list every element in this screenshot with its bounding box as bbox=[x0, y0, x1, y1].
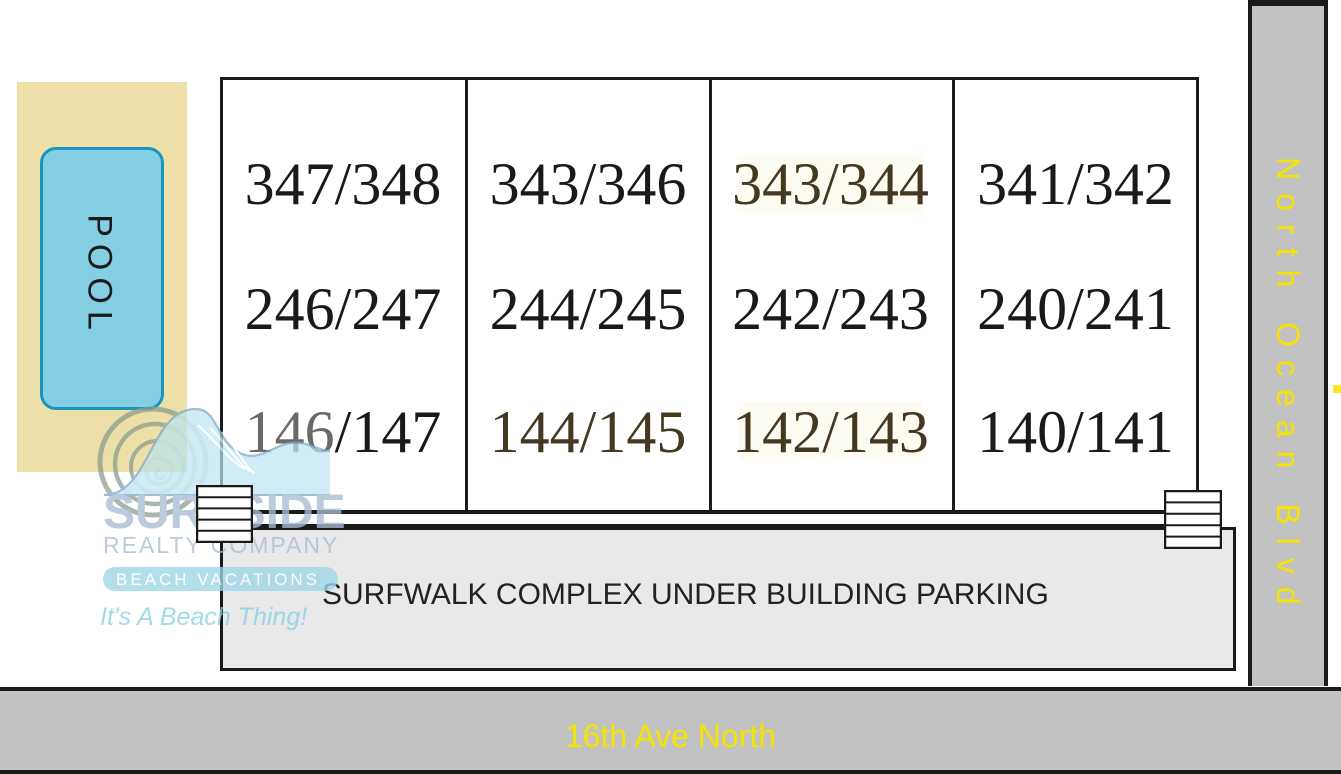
svg-text:BEACH VACATIONS: BEACH VACATIONS bbox=[116, 570, 320, 589]
svg-text:It's A Beach Thing!: It's A Beach Thing! bbox=[100, 603, 307, 631]
